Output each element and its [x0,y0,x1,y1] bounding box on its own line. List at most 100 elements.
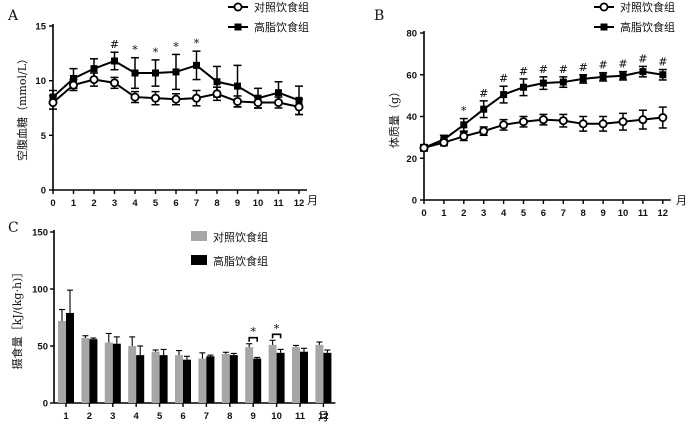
bar-control [198,358,207,403]
x-tick-label: 8 [214,198,219,209]
bar-control [81,338,90,403]
bar-high-fat [253,358,262,403]
data-point [459,131,469,141]
y-axis-label: 摄食量［kJ/(kg·h)］ [10,267,24,370]
data-point [212,89,222,99]
data-point [659,71,667,79]
data-point [90,65,98,73]
bar-control [292,347,300,403]
series-control [48,72,304,116]
y-axis-label: 体质量（g） [387,86,401,148]
y-tick-label: 60 [406,70,417,81]
data-point [70,74,77,82]
significance-marker: # [110,38,119,51]
panel-label: C [8,220,19,236]
data-point [658,113,668,123]
bar-control [151,351,160,403]
x-tick-label: 8 [227,411,232,422]
legend-item: 高脂饮食组 [594,20,675,34]
x-tick-label: 9 [251,411,256,422]
y-tick-label: 0 [412,196,417,207]
data-point [519,117,529,127]
x-tick-label: 1 [63,411,69,422]
data-point [191,93,201,103]
data-point [520,83,527,91]
y-tick-label: 150 [32,228,48,239]
x-tick-label: 11 [295,411,306,422]
bar-high-fat [136,355,145,403]
x-tick-label: 12 [658,208,669,219]
significance-marker: # [519,65,528,78]
bar-high-fat [276,352,285,403]
x-tick-label: 12 [294,198,305,209]
data-point [619,72,627,80]
x-tick-label: 1 [441,208,447,219]
x-tick-label: 5 [521,208,527,219]
data-point [294,102,304,112]
bar-control [268,344,277,403]
x-tick-label: 4 [501,208,507,219]
bar-high-fat [89,339,98,403]
bar-control [128,346,137,403]
bar-high-fat [66,312,74,403]
data-point [500,91,508,99]
data-point [110,78,120,88]
legend-label: 对照饮食组 [620,0,675,14]
panel-label: B [374,8,384,24]
x-tick-label: 3 [481,208,486,219]
y-axis-label: 空腹血糖（mmol/L） [15,53,29,161]
y-tick-label: 10 [35,76,46,87]
bar-high-fat [229,355,238,403]
x-tick-label: 11 [638,208,649,219]
legend-item: 对照饮食组 [191,230,268,244]
x-tick-label: 5 [153,198,159,209]
legend-swatch [191,231,207,241]
significance-marker: # [559,63,568,76]
data-point [130,92,140,102]
data-point [111,57,118,65]
bar-high-fat [300,351,308,403]
data-point [253,98,263,108]
data-point [539,79,547,87]
x-tick-label: 10 [271,411,282,422]
x-tick-label: 5 [157,411,163,422]
bar-high-fat [183,359,191,403]
legend-swatch [191,255,207,265]
significance-bracket [248,336,258,342]
y-tick-label: 100 [32,285,48,296]
x-tick-label: 9 [600,208,605,219]
data-point [639,68,647,76]
legend-label: 对照饮食组 [254,0,309,14]
data-point [598,119,608,129]
x-tick-label: 7 [194,198,199,209]
significance-marker: # [479,87,488,100]
significance-marker: * [194,37,200,50]
data-point [48,98,58,108]
legend-marker [599,2,609,12]
data-point [559,78,567,86]
y-tick-label: 80 [406,29,417,40]
data-point [69,80,79,90]
x-tick-label: 4 [132,198,138,209]
data-point [599,73,607,81]
data-point [89,75,99,85]
x-tick-label: 10 [253,198,264,209]
significance-marker: * [173,40,179,53]
significance-marker: # [539,63,548,76]
bar-control [245,347,254,403]
x-tick-label: 4 [134,411,140,422]
x-tick-label: 2 [461,208,466,219]
legend-item: 高脂饮食组 [191,254,268,268]
legend-item: 高脂饮食组 [228,20,309,34]
y-tick-label: 5 [41,131,47,142]
x-tick-label: 0 [421,208,426,219]
x-tick-label: 1 [71,198,77,209]
bar-high-fat [206,356,215,403]
x-tick-label: 12 [318,411,329,422]
x-tick-label: 7 [204,411,209,422]
legend-label: 对照饮食组 [213,230,268,244]
data-point [579,75,587,83]
y-tick-label: 20 [406,154,417,165]
x-tick-label: 10 [618,208,629,219]
